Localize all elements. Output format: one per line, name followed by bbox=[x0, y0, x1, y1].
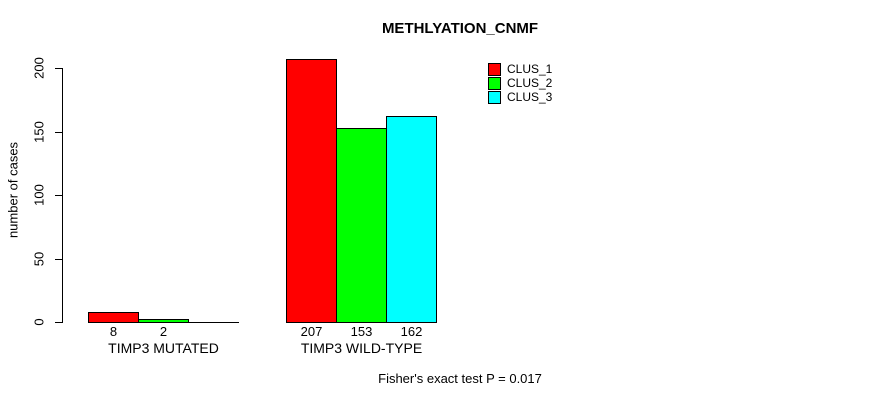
legend-swatch-clus-1 bbox=[488, 62, 501, 76]
y-axis-tick-label: 50 bbox=[31, 251, 47, 266]
bar-clus-2-group1 bbox=[336, 128, 387, 323]
bar-value-label: 2 bbox=[159, 324, 168, 339]
legend-item: CLUS_1 bbox=[488, 62, 552, 76]
y-axis-tick bbox=[55, 131, 62, 133]
y-axis-tick bbox=[55, 258, 62, 260]
legend-item: CLUS_3 bbox=[488, 90, 552, 104]
bar-value-label: 8 bbox=[109, 324, 118, 339]
bar-clus-2-group0 bbox=[138, 319, 189, 323]
legend-item: CLUS_2 bbox=[488, 76, 552, 90]
bar-clus-3-group1 bbox=[386, 116, 437, 323]
x-category-label: TIMP3 MUTATED bbox=[108, 340, 219, 356]
y-axis-tick bbox=[55, 322, 62, 323]
y-axis-tick-label: 150 bbox=[31, 120, 47, 143]
bar-value-label: 207 bbox=[300, 324, 323, 339]
bar-value-label: 153 bbox=[350, 324, 373, 339]
bar-clus-1-group1 bbox=[286, 59, 337, 323]
bar-clus-1-group0 bbox=[88, 312, 139, 323]
legend: CLUS_1 CLUS_2 CLUS_3 bbox=[488, 62, 552, 104]
legend-swatch-clus-2 bbox=[488, 76, 501, 90]
x-category-label: TIMP3 WILD-TYPE bbox=[300, 340, 423, 356]
legend-label: CLUS_1 bbox=[507, 62, 553, 76]
legend-label: CLUS_3 bbox=[507, 90, 553, 104]
y-axis-tick-label: 0 bbox=[31, 318, 47, 326]
y-axis-tick-label: 100 bbox=[31, 184, 47, 206]
y-axis-tick bbox=[55, 195, 62, 196]
legend-swatch-clus-3 bbox=[488, 90, 501, 104]
bar-value-label: 162 bbox=[400, 324, 423, 339]
y-axis-line bbox=[62, 68, 63, 323]
y-axis-tick-label: 200 bbox=[31, 57, 47, 79]
annotation-text: Fisher's exact test P = 0.017 bbox=[378, 371, 542, 386]
chart-title: METHLYATION_CNMF bbox=[381, 20, 539, 37]
legend-label: CLUS_2 bbox=[507, 76, 553, 90]
y-axis-tick bbox=[55, 68, 62, 69]
bar-clus-3-group0-zero bbox=[188, 322, 239, 323]
